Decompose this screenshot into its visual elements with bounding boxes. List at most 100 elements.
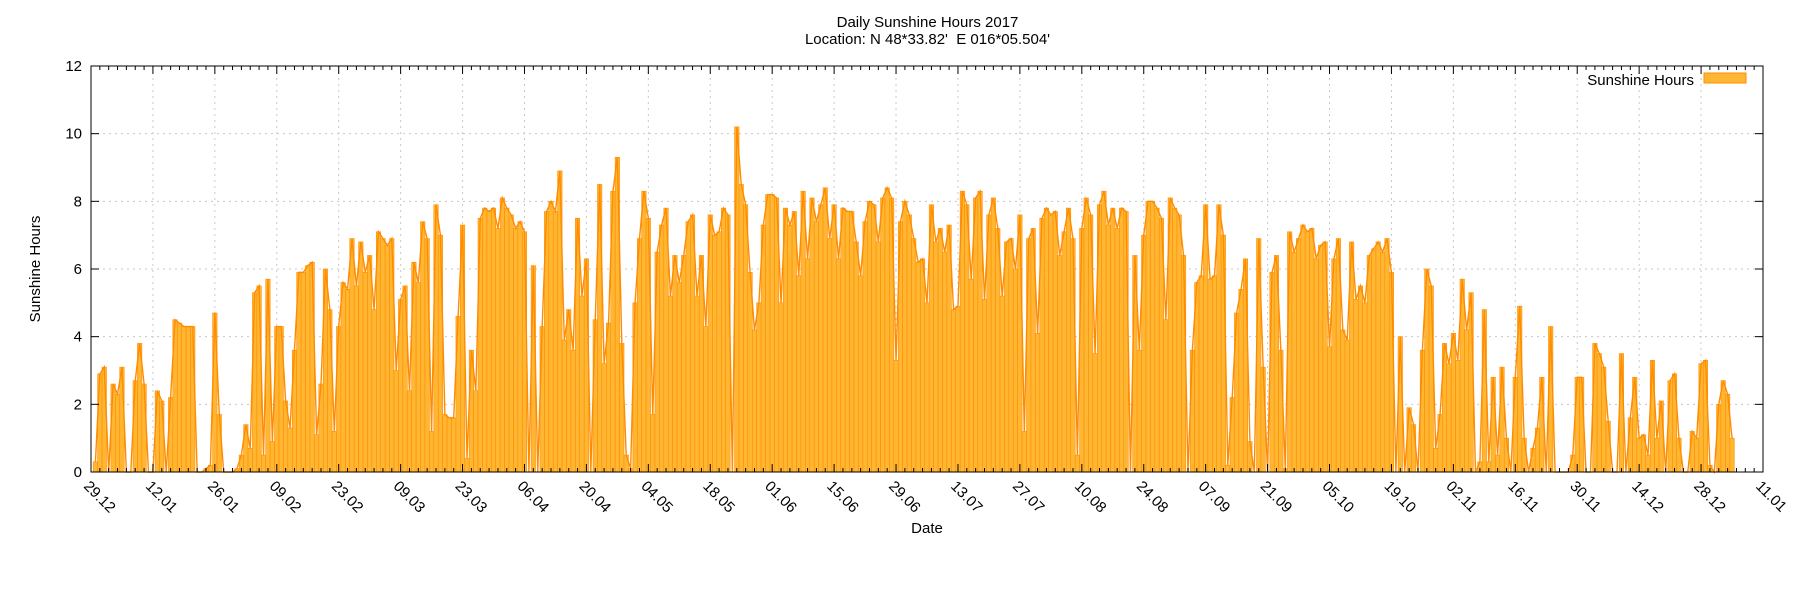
y-tick-label: 0	[74, 464, 82, 481]
bar	[256, 285, 262, 473]
bar	[260, 454, 267, 473]
bar	[915, 261, 921, 473]
x-tick-label: 01.06	[761, 478, 800, 517]
bar	[491, 207, 497, 473]
bar	[1066, 207, 1072, 473]
x-tick-label: 18.05	[699, 478, 738, 517]
y-tick-label: 12	[65, 58, 82, 75]
x-tick-label: 05.10	[1319, 478, 1358, 517]
legend: Sunshine Hours	[1587, 72, 1747, 89]
bar	[805, 258, 811, 473]
bar	[1309, 228, 1315, 473]
y-tick-label: 2	[74, 396, 82, 413]
bar	[906, 214, 912, 473]
x-tick-label: 30.11	[1566, 478, 1604, 516]
bar	[1450, 332, 1456, 473]
bar	[1092, 353, 1098, 473]
x-tick-label: 29.12	[80, 478, 119, 517]
bar	[1057, 255, 1063, 473]
x-tick-label: 14.12	[1628, 478, 1667, 517]
bar	[765, 194, 771, 473]
bar	[743, 204, 749, 473]
bar	[955, 305, 961, 473]
bar	[942, 251, 948, 473]
bar	[570, 349, 576, 473]
bar	[349, 238, 355, 473]
bar	[1238, 288, 1244, 473]
x-tick-label: 12.01	[142, 478, 181, 517]
bar	[1720, 380, 1726, 473]
bar	[858, 275, 864, 473]
bar	[1384, 238, 1390, 473]
bar	[1105, 224, 1111, 473]
bar	[995, 228, 1001, 473]
bar	[1304, 231, 1310, 473]
bar	[371, 309, 377, 473]
bar	[933, 241, 939, 473]
bar	[1110, 207, 1116, 473]
bar	[464, 458, 470, 473]
bar	[672, 255, 678, 473]
x-tick-label: 26.01	[204, 478, 243, 517]
bar	[97, 373, 103, 473]
bar	[1004, 241, 1010, 473]
bar	[1371, 248, 1377, 473]
bar	[269, 441, 275, 473]
bar	[1481, 309, 1487, 473]
x-axis-label: Date	[911, 520, 943, 537]
bar	[999, 295, 1005, 473]
bar	[1070, 238, 1076, 473]
bar	[813, 221, 819, 473]
bar	[1061, 231, 1067, 473]
bar	[1340, 329, 1346, 473]
bar	[1150, 201, 1156, 473]
chart-title: Daily Sunshine Hours 2017	[836, 14, 1019, 31]
bar	[424, 238, 430, 473]
bar	[358, 241, 364, 473]
bar	[1136, 349, 1142, 473]
bar	[1101, 190, 1107, 473]
x-tick-label: 16.11	[1504, 478, 1542, 516]
bar	[836, 258, 842, 473]
bar	[1176, 214, 1182, 473]
bar	[345, 288, 351, 473]
bar	[1114, 228, 1120, 473]
bar	[641, 190, 647, 473]
bar	[252, 292, 258, 473]
bar	[769, 194, 775, 473]
bar	[796, 275, 802, 473]
bar	[964, 204, 970, 473]
bar	[433, 204, 439, 473]
x-tick-label: 06.04	[514, 478, 553, 517]
bar	[1163, 319, 1169, 473]
bar	[486, 211, 492, 473]
y-axis-label: Sunshine Hours	[27, 216, 44, 323]
bar	[384, 245, 390, 473]
x-tick-label: 19.10	[1381, 478, 1420, 517]
bars-group	[92, 126, 1735, 473]
bar	[1043, 207, 1049, 473]
bar	[548, 201, 554, 473]
x-tick-label: 28.12	[1690, 478, 1729, 517]
bar	[1154, 207, 1160, 473]
bar	[1375, 241, 1381, 473]
bar	[429, 431, 435, 473]
bar	[849, 211, 855, 473]
bar	[1026, 238, 1032, 473]
bar	[1052, 211, 1058, 473]
bar	[809, 197, 815, 473]
bar	[1119, 207, 1125, 473]
x-tick-label: 24.08	[1133, 478, 1172, 517]
bar	[566, 309, 572, 473]
bar	[473, 390, 479, 473]
bar	[844, 211, 850, 473]
bar	[676, 282, 682, 473]
bar	[981, 299, 988, 473]
bar	[1353, 299, 1359, 473]
bar	[1242, 258, 1248, 473]
bar	[309, 261, 315, 473]
bar	[92, 461, 98, 473]
bar	[818, 204, 824, 473]
bar	[176, 322, 182, 473]
